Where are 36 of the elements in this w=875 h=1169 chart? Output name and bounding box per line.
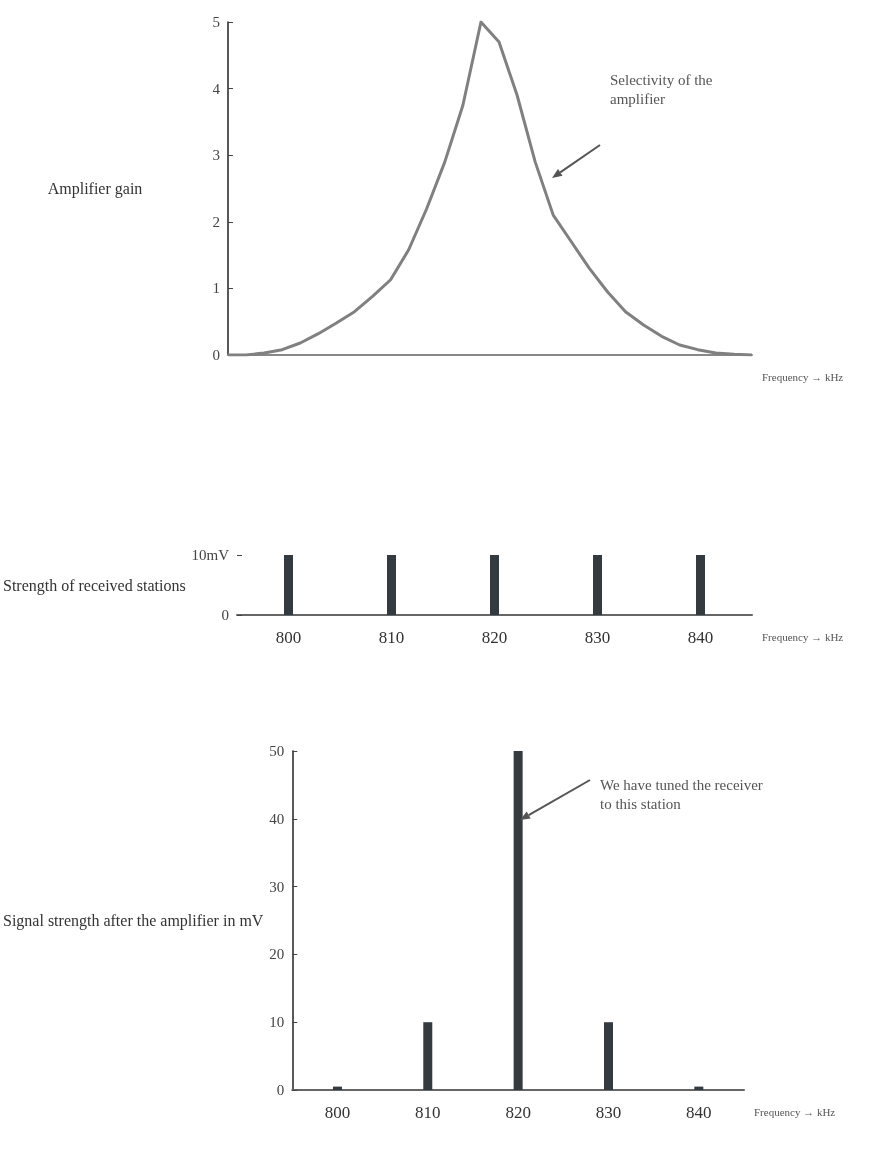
y-tick-label: 2 xyxy=(212,213,220,230)
bar xyxy=(423,1022,433,1090)
bar xyxy=(603,1022,613,1090)
x-axis-title: Frequency → kHz xyxy=(762,370,844,383)
annotation: Selectivity of the amplifier xyxy=(610,71,717,107)
x-tick-label: 810 xyxy=(378,628,405,647)
y-tick-label: 0 xyxy=(221,607,230,623)
y-axis-title: Signal strength after the amplifier in mV xyxy=(3,912,264,930)
y-tick-label: 10 xyxy=(269,1014,285,1031)
y-tick-label: 0 xyxy=(212,347,220,363)
line-series xyxy=(226,20,754,357)
y-axis-title: Strength of received stations xyxy=(3,576,186,595)
y-tick-label: 30 xyxy=(269,878,285,895)
x-tick-label: 830 xyxy=(595,1103,622,1122)
y-tick-label: 5 xyxy=(212,14,220,30)
x-axis-title: Frequency → kHz xyxy=(754,1105,836,1118)
y-tick-label: 40 xyxy=(269,810,285,827)
y-tick-label: 50 xyxy=(269,743,285,759)
annotation: We have tuned the receiver to this station xyxy=(600,776,767,812)
x-tick-label: 830 xyxy=(584,628,611,647)
x-tick-label: 810 xyxy=(415,1103,441,1122)
x-tick-label: 820 xyxy=(481,628,508,647)
x-tick-label: 840 xyxy=(686,1103,712,1122)
x-tick-label: 840 xyxy=(687,628,714,647)
bar xyxy=(513,751,523,1090)
x-axis-title: Frequency → kHz xyxy=(762,630,844,643)
y-tick-label: 10mV xyxy=(191,547,230,563)
y-tick-label: 20 xyxy=(269,946,285,963)
x-tick-label: 800 xyxy=(324,1103,351,1122)
x-tick-label: 800 xyxy=(275,628,302,647)
y-tick-label: 3 xyxy=(212,147,220,164)
y-tick-label: 1 xyxy=(212,280,220,297)
y-tick-label: 0 xyxy=(276,1082,285,1098)
y-tick-label: 4 xyxy=(212,80,221,97)
y-axis-title: Amplifier gain xyxy=(47,180,143,198)
x-tick-label: 820 xyxy=(505,1103,531,1122)
